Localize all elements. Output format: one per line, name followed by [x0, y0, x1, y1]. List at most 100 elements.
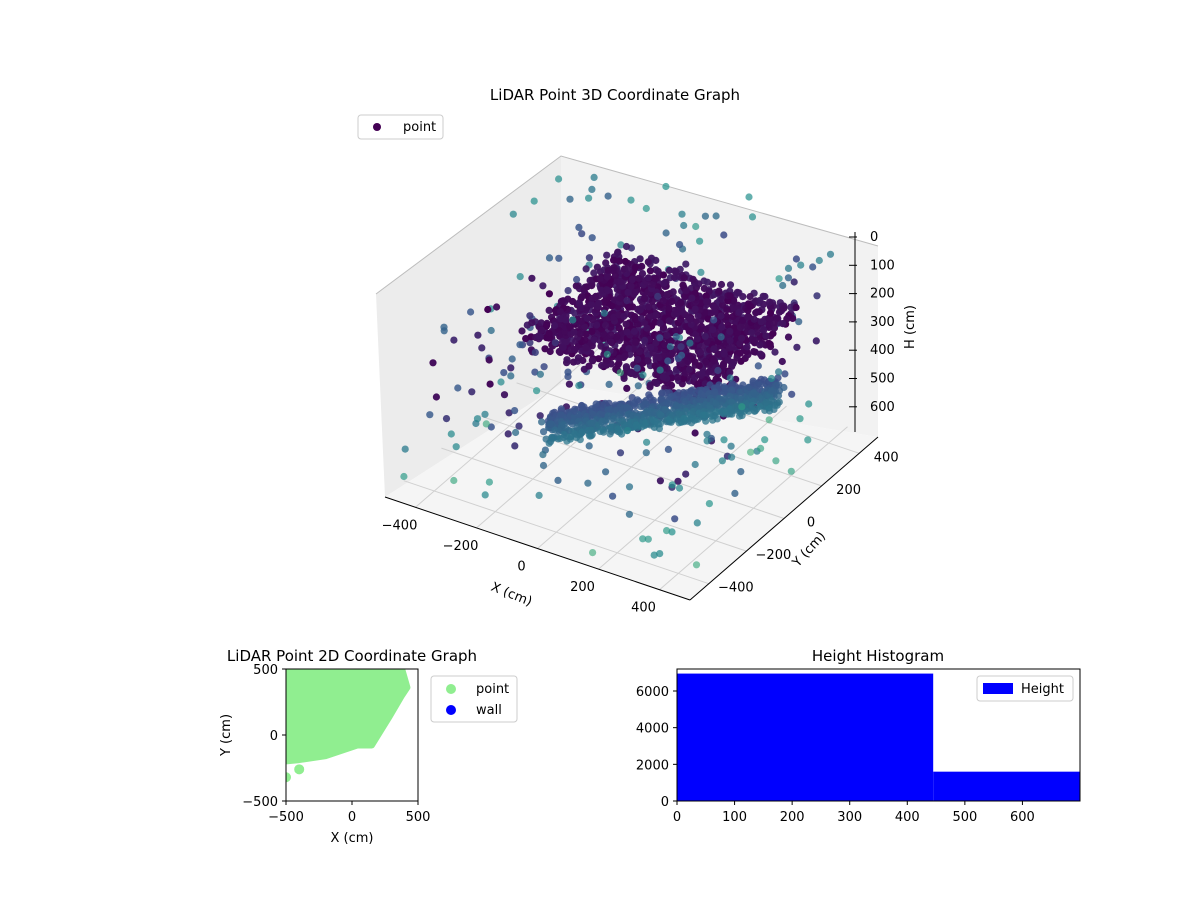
point-3d	[765, 416, 773, 424]
point-3d	[702, 358, 710, 366]
point-3d	[545, 254, 554, 262]
point-3d	[585, 362, 593, 370]
point-2d	[286, 752, 294, 763]
point-3d	[697, 268, 705, 276]
point-3d	[474, 331, 482, 339]
point-3d	[535, 491, 543, 499]
x-tick-label-3d: −400	[382, 518, 418, 533]
point-3d	[515, 422, 523, 430]
point-3d	[682, 470, 690, 478]
point-3d	[551, 322, 559, 330]
point-3d	[696, 237, 704, 245]
point-3d	[775, 368, 783, 376]
point-3d	[696, 402, 704, 410]
point-3d	[652, 339, 660, 347]
point-3d	[672, 268, 680, 276]
point-3d	[616, 449, 625, 457]
point-3d	[531, 348, 539, 356]
point-3d	[748, 329, 756, 337]
point-3d	[595, 299, 603, 307]
point-3d	[792, 303, 800, 312]
point-3d	[493, 303, 501, 311]
point-3d	[670, 273, 679, 282]
point-3d	[644, 258, 652, 266]
point-3d	[698, 369, 706, 378]
point-3d	[509, 210, 517, 218]
point-3d	[507, 364, 515, 372]
point-3d	[746, 293, 754, 301]
point-3d	[575, 382, 583, 390]
point-3d	[616, 369, 624, 377]
point-3d	[609, 492, 617, 500]
point-3d	[555, 254, 563, 262]
points-2d	[286, 669, 411, 783]
point-3d	[666, 343, 675, 351]
point-3d	[543, 321, 551, 329]
point-3d	[779, 281, 787, 290]
point-3d	[672, 333, 680, 341]
point-3d	[642, 204, 650, 213]
point-3d	[569, 316, 577, 324]
point-3d	[616, 294, 625, 302]
point-3d	[590, 269, 598, 277]
grid-line-y	[478, 415, 785, 519]
point-3d	[500, 369, 508, 377]
point-3d	[454, 384, 462, 392]
point-2d	[294, 764, 305, 775]
point-3d	[539, 451, 547, 459]
point-3d	[635, 274, 643, 282]
point-3d	[787, 467, 795, 475]
ticks-3d: −400 −200 0 200 400 −400 −200 0 200 400 0 100 200 300…	[382, 230, 899, 616]
point-3d	[693, 519, 701, 527]
point-3d	[757, 318, 765, 326]
point-3d	[700, 284, 708, 293]
point-3d	[639, 371, 647, 379]
y-axis-line	[689, 436, 879, 601]
histogram-bar	[933, 771, 1080, 801]
point-3d	[620, 312, 628, 320]
point-3d	[726, 327, 734, 335]
point-3d	[575, 223, 583, 231]
point-3d	[676, 241, 684, 249]
point-3d	[723, 306, 731, 314]
point-3d	[793, 343, 801, 351]
point-3d	[745, 193, 753, 201]
point-3d	[632, 338, 640, 346]
legend-2d: point wall	[430, 675, 518, 723]
y-tick-label-hist: 6000	[636, 685, 669, 700]
point-3d	[484, 305, 492, 314]
point-3d	[694, 311, 702, 320]
point-3d	[664, 357, 672, 365]
point-3d	[516, 273, 524, 281]
point-3d	[634, 382, 642, 390]
point-3d	[712, 212, 720, 220]
point-3d	[526, 312, 534, 320]
x-tick-label-2d: −500	[268, 810, 304, 825]
point-3d	[644, 274, 653, 282]
point-3d	[592, 292, 600, 300]
point-3d	[621, 352, 629, 360]
point-3d	[765, 404, 773, 412]
point-3d	[540, 428, 548, 436]
point-3d	[486, 380, 494, 388]
point-3d	[653, 379, 661, 387]
point-3d	[605, 380, 613, 388]
point-3d	[624, 288, 632, 297]
point-3d	[656, 366, 664, 374]
point-3d	[662, 229, 670, 237]
histogram-title: Height Histogram	[812, 647, 944, 665]
point-3d	[603, 251, 611, 259]
point-3d	[672, 326, 680, 334]
y-tick-label-hist: 4000	[636, 722, 669, 737]
point-3d	[780, 304, 788, 312]
point-3d	[710, 356, 718, 364]
point-3d	[500, 391, 509, 399]
point-3d	[678, 210, 686, 218]
point-3d	[720, 231, 728, 239]
point-3d	[623, 426, 632, 435]
point-3d	[815, 256, 823, 265]
point-3d	[535, 332, 543, 340]
legend-histogram-frame	[976, 675, 1074, 702]
point-3d	[581, 323, 589, 331]
point-3d	[588, 185, 596, 193]
